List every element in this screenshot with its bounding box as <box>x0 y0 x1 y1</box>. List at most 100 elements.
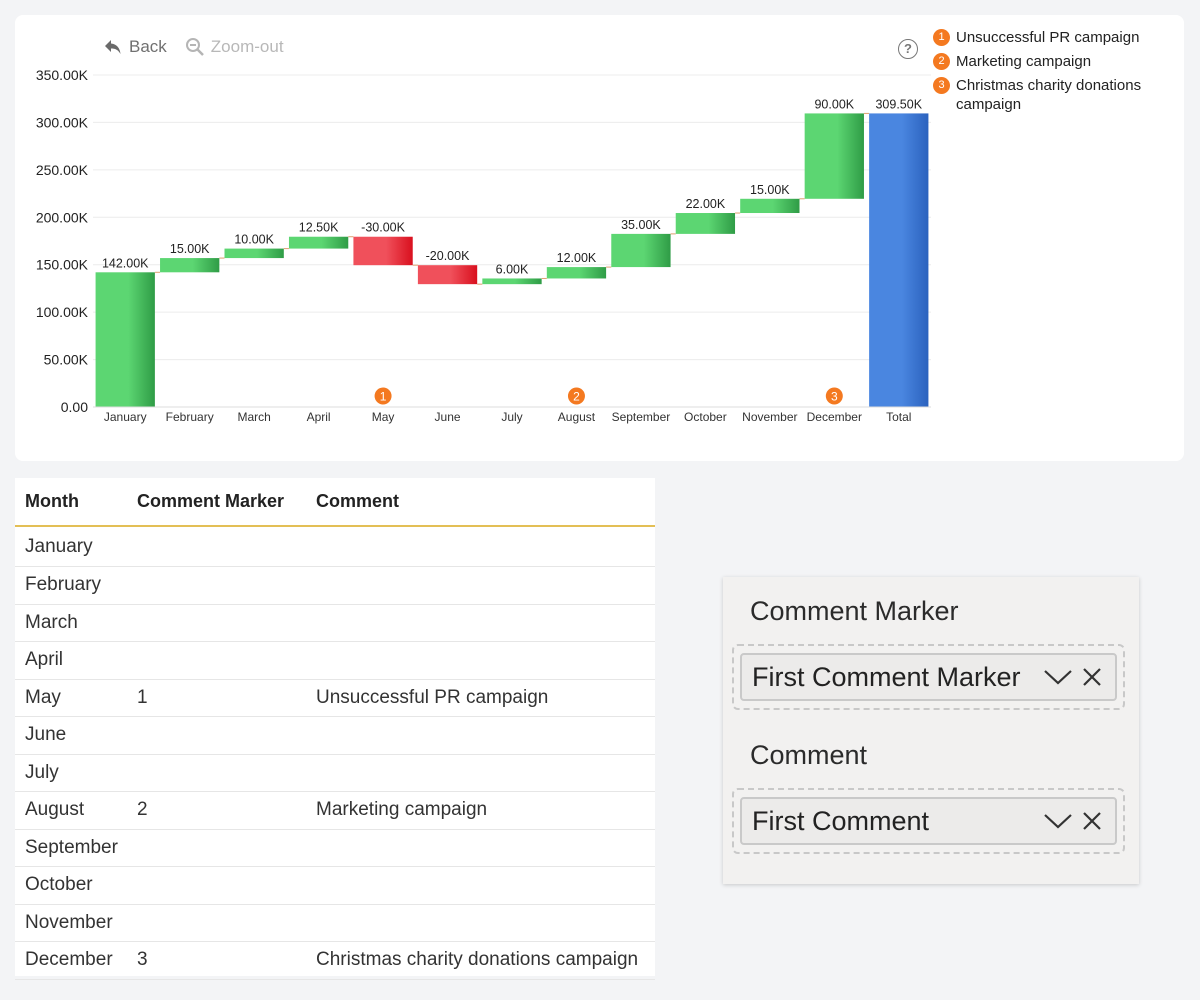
cell-month: April <box>15 641 127 680</box>
waterfall-chart-card: 0.00 50.00K 100.00K 150.00K 200.00K 250.00K 30… <box>15 15 1184 461</box>
cell-comment <box>306 641 655 680</box>
cell-month: December <box>15 941 127 980</box>
table-row[interactable]: May 1 Unsuccessful PR campaign <box>15 679 655 717</box>
clear-selection-icon[interactable] <box>1075 660 1109 694</box>
back-arrow-icon <box>105 40 121 54</box>
legend-item: 3 Christmas charity donations campaign <box>933 76 1173 114</box>
data-label: 35.00K <box>621 218 661 232</box>
x-category-label: June <box>435 410 461 424</box>
y-tick-label: 0.00 <box>61 399 88 415</box>
zoom-out-button[interactable]: Zoom-out <box>185 37 284 57</box>
waterfall-chart: 0.00 50.00K 100.00K 150.00K 200.00K 250.00K 30… <box>36 67 931 424</box>
waterfall-bar <box>224 248 284 259</box>
cell-month: May <box>15 679 127 717</box>
comments-table: Month Comment Marker Comment January Febr… <box>15 478 655 980</box>
comments-table-panel: Month Comment Marker Comment January Febr… <box>15 478 655 980</box>
comment-marker-badge <box>825 387 843 405</box>
table-row[interactable]: April <box>15 641 655 680</box>
cell-month: January <box>15 526 127 567</box>
y-tick-label: 50.00K <box>44 352 89 368</box>
cell-month: March <box>15 604 127 642</box>
help-icon[interactable]: ? <box>898 39 918 59</box>
cell-comment-marker <box>127 866 306 905</box>
x-category-label: December <box>807 410 862 424</box>
column-header-comment-marker[interactable]: Comment Marker <box>127 478 306 527</box>
waterfall-bar <box>95 272 155 407</box>
data-label: 142.00K <box>102 256 149 270</box>
cell-month: June <box>15 716 127 755</box>
cell-month: October <box>15 866 127 905</box>
x-category-label: August <box>558 410 596 424</box>
slicer-panel: Comment Marker First Comment Marker Comm… <box>723 577 1139 884</box>
comment-marker-selected-value: First Comment Marker <box>752 661 1021 692</box>
comment-marker-dropdown[interactable]: First Comment Marker <box>740 653 1117 701</box>
back-label: Back <box>129 37 167 56</box>
cell-month: July <box>15 754 127 792</box>
legend-item: 2 Marketing campaign <box>933 52 1173 71</box>
legend-label: Unsuccessful PR campaign <box>956 29 1140 46</box>
table-row[interactable]: July <box>15 754 655 792</box>
cell-month: February <box>15 566 127 605</box>
x-category-label: April <box>307 410 331 424</box>
cell-comment-marker <box>127 829 306 867</box>
table-row[interactable]: December 3 Christmas charity donations cam… <box>15 941 655 980</box>
data-label: 6.00K <box>496 262 529 276</box>
x-category-label: February <box>166 410 214 424</box>
x-category-label: March <box>237 410 270 424</box>
data-label: 10.00K <box>234 233 274 247</box>
data-label: 90.00K <box>814 97 854 111</box>
data-label: 12.00K <box>557 251 597 265</box>
waterfall-bar <box>675 213 736 234</box>
waterfall-bar <box>611 233 671 268</box>
table-header-row: Month Comment Marker Comment <box>15 478 655 527</box>
waterfall-bar <box>288 236 349 249</box>
table-row[interactable]: October <box>15 866 655 905</box>
waterfall-bar <box>740 198 800 214</box>
x-category-label: Total <box>886 410 911 424</box>
x-category-label: October <box>684 410 727 424</box>
y-tick-label: 100.00K <box>36 304 89 320</box>
comment-marker-slicer-frame: First Comment Marker <box>732 644 1125 710</box>
column-header-month[interactable]: Month <box>15 478 127 527</box>
data-label: 15.00K <box>750 183 790 197</box>
chart-toolbar: Back Zoom-out <box>103 37 284 57</box>
table-row[interactable]: November <box>15 904 655 942</box>
legend-marker-badge: 2 <box>933 53 950 70</box>
comment-marker-number: 2 <box>573 390 580 404</box>
table-row[interactable]: September <box>15 829 655 867</box>
waterfall-bar <box>353 236 413 266</box>
back-button[interactable]: Back <box>103 37 167 57</box>
table-row[interactable]: January <box>15 526 655 567</box>
cell-comment <box>306 716 655 755</box>
comment-slicer-title: Comment <box>750 740 868 770</box>
y-tick-label: 300.00K <box>36 114 89 130</box>
legend-label: Marketing campaign <box>956 53 1092 70</box>
cell-comment <box>306 754 655 792</box>
table-row[interactable]: June <box>15 716 655 755</box>
cell-comment <box>306 526 655 567</box>
table-row[interactable]: August 2 Marketing campaign <box>15 791 655 830</box>
waterfall-bar <box>804 113 864 199</box>
cell-comment <box>306 866 655 905</box>
comment-dropdown[interactable]: First Comment <box>740 797 1117 845</box>
waterfall-bar <box>546 267 607 279</box>
table-row[interactable]: February <box>15 566 655 605</box>
comment-marker-badge <box>374 387 392 405</box>
cell-comment-marker <box>127 604 306 642</box>
cell-comment <box>306 829 655 867</box>
cell-comment-marker <box>127 904 306 942</box>
cell-comment <box>306 566 655 605</box>
legend-marker-badge: 3 <box>933 77 950 94</box>
clear-selection-icon[interactable] <box>1075 804 1109 838</box>
table-row[interactable]: March <box>15 604 655 642</box>
chevron-down-icon[interactable] <box>1041 804 1075 838</box>
cell-comment-marker <box>127 526 306 567</box>
waterfall-bar <box>482 278 542 285</box>
cell-comment-marker: 3 <box>127 941 306 980</box>
data-label: 12.50K <box>299 221 339 235</box>
column-header-comment[interactable]: Comment <box>306 478 655 527</box>
y-tick-label: 150.00K <box>36 257 89 273</box>
chevron-down-icon[interactable] <box>1041 660 1075 694</box>
x-category-label: January <box>104 410 147 424</box>
comment-marker-number: 1 <box>380 390 387 404</box>
